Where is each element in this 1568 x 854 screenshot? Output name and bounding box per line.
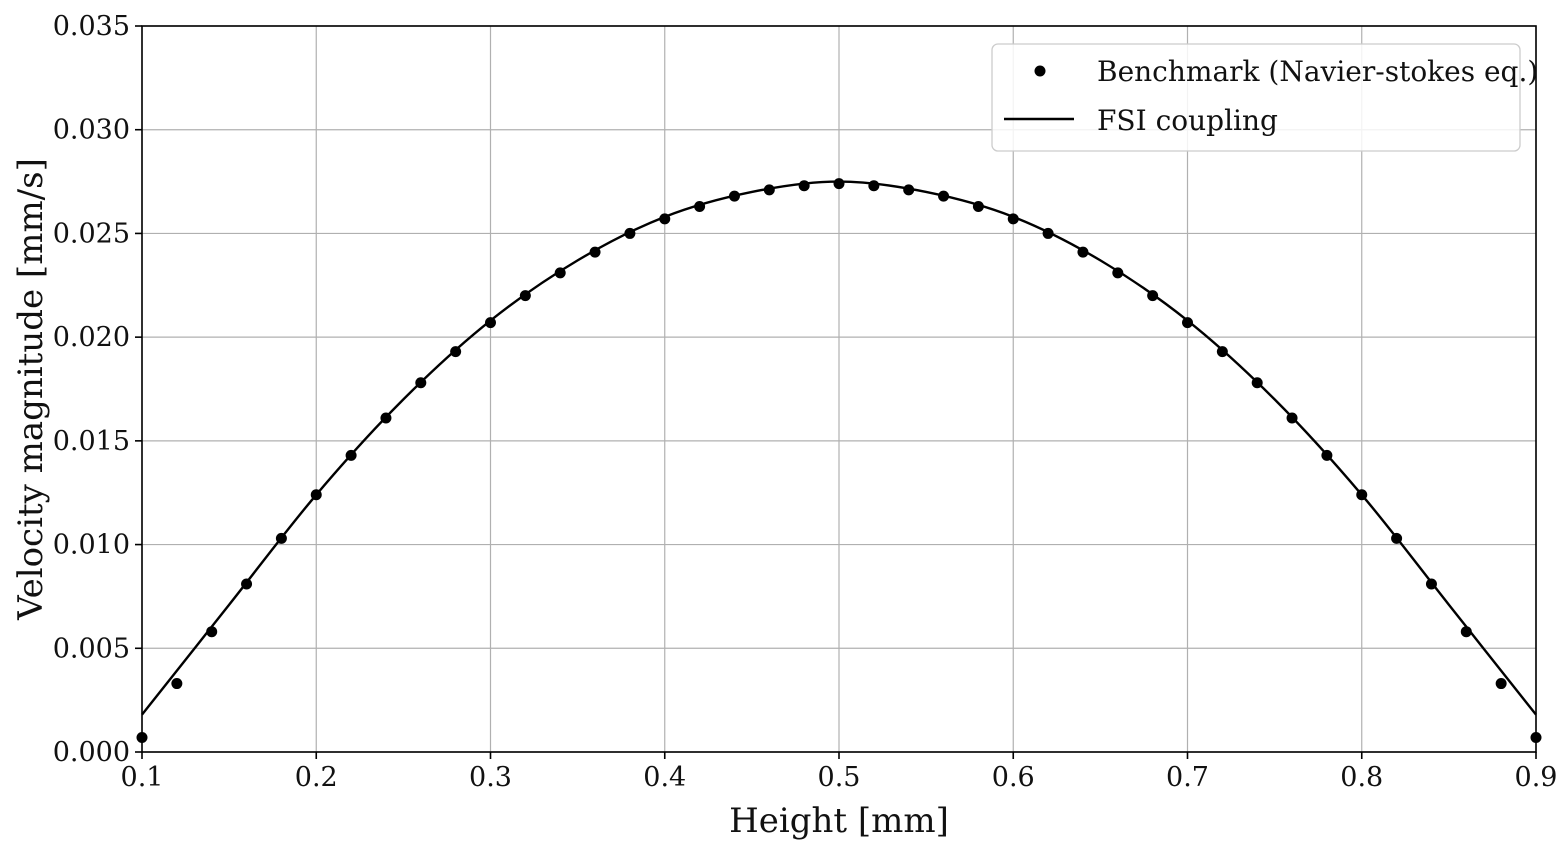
benchmark-point	[310, 489, 322, 501]
x-axis-title: Height [mm]	[729, 801, 949, 841]
y-axis-title: Velocity magnitude [mm/s]	[11, 158, 51, 621]
x-tick-label: 0.5	[818, 762, 861, 793]
y-tick-label: 0.010	[53, 530, 130, 561]
y-tick-label: 0.025	[53, 218, 130, 249]
x-tick-label: 0.3	[469, 762, 512, 793]
x-tick-label: 0.6	[992, 762, 1035, 793]
y-tick-label: 0.030	[53, 115, 130, 146]
legend-box	[991, 43, 1521, 152]
benchmark-point	[415, 377, 427, 389]
benchmark-point	[1425, 578, 1437, 590]
legend-marker-benchmark	[1034, 65, 1046, 77]
benchmark-point	[972, 200, 984, 212]
x-tick-label: 0.2	[295, 762, 338, 793]
benchmark-point	[903, 184, 915, 196]
x-tick-label: 0.7	[1166, 762, 1209, 793]
benchmark-point	[1321, 449, 1333, 461]
benchmark-point	[763, 184, 775, 196]
benchmark-point	[1391, 532, 1403, 544]
benchmark-point	[1356, 489, 1368, 501]
legend-label-benchmark: Benchmark (Navier-stokes eq.)	[1097, 55, 1538, 88]
x-tick-label: 0.1	[121, 762, 164, 793]
benchmark-point	[345, 449, 357, 461]
series-layer	[136, 178, 1542, 743]
benchmark-point	[1286, 412, 1298, 424]
benchmark-point	[380, 412, 392, 424]
y-tick-label: 0.005	[53, 633, 130, 664]
y-tick-label: 0.015	[53, 426, 130, 457]
legend: Benchmark (Navier-stokes eq.) FSI coupli…	[991, 43, 1538, 152]
benchmark-point	[868, 180, 880, 192]
x-axis: 0.1 0.2 0.3 0.4 0.5 0.6 0.7 0.8 0.9	[121, 752, 1558, 793]
benchmark-point	[1216, 346, 1228, 358]
benchmark-point	[1112, 267, 1124, 279]
y-tick-label: 0.035	[53, 11, 130, 42]
benchmark-point	[694, 200, 706, 212]
legend-label-fsi: FSI coupling	[1097, 104, 1278, 137]
benchmark-point	[450, 346, 462, 358]
benchmark-point	[938, 190, 950, 202]
benchmark-point	[1460, 626, 1472, 638]
x-tick-label: 0.9	[1515, 762, 1558, 793]
x-tick-label: 0.4	[643, 762, 686, 793]
benchmark-point	[1147, 290, 1159, 302]
benchmark-point	[1042, 227, 1054, 239]
x-tick-label: 0.8	[1340, 762, 1383, 793]
y-tick-label: 0.000	[53, 737, 130, 768]
benchmark-point	[1495, 678, 1507, 690]
benchmark-point	[485, 317, 496, 329]
benchmark-point	[206, 626, 218, 638]
benchmark-point	[798, 180, 810, 192]
benchmark-point	[1182, 317, 1193, 329]
benchmark-point	[1251, 377, 1263, 389]
benchmark-point	[624, 227, 636, 239]
benchmark-point	[171, 678, 183, 690]
benchmark-point	[241, 578, 253, 590]
benchmark-point	[275, 532, 287, 544]
benchmark-point	[1007, 213, 1019, 225]
benchmark-point	[833, 178, 845, 190]
y-axis: 0.000 0.005 0.010 0.015 0.020 0.025 0.030 0.035	[53, 11, 142, 768]
benchmark-point	[659, 213, 671, 225]
benchmark-point	[728, 190, 740, 202]
y-tick-label: 0.020	[53, 322, 130, 353]
benchmark-point	[1077, 246, 1089, 258]
benchmark-point	[554, 267, 566, 279]
benchmark-point	[589, 246, 601, 258]
benchmark-point	[519, 290, 531, 302]
